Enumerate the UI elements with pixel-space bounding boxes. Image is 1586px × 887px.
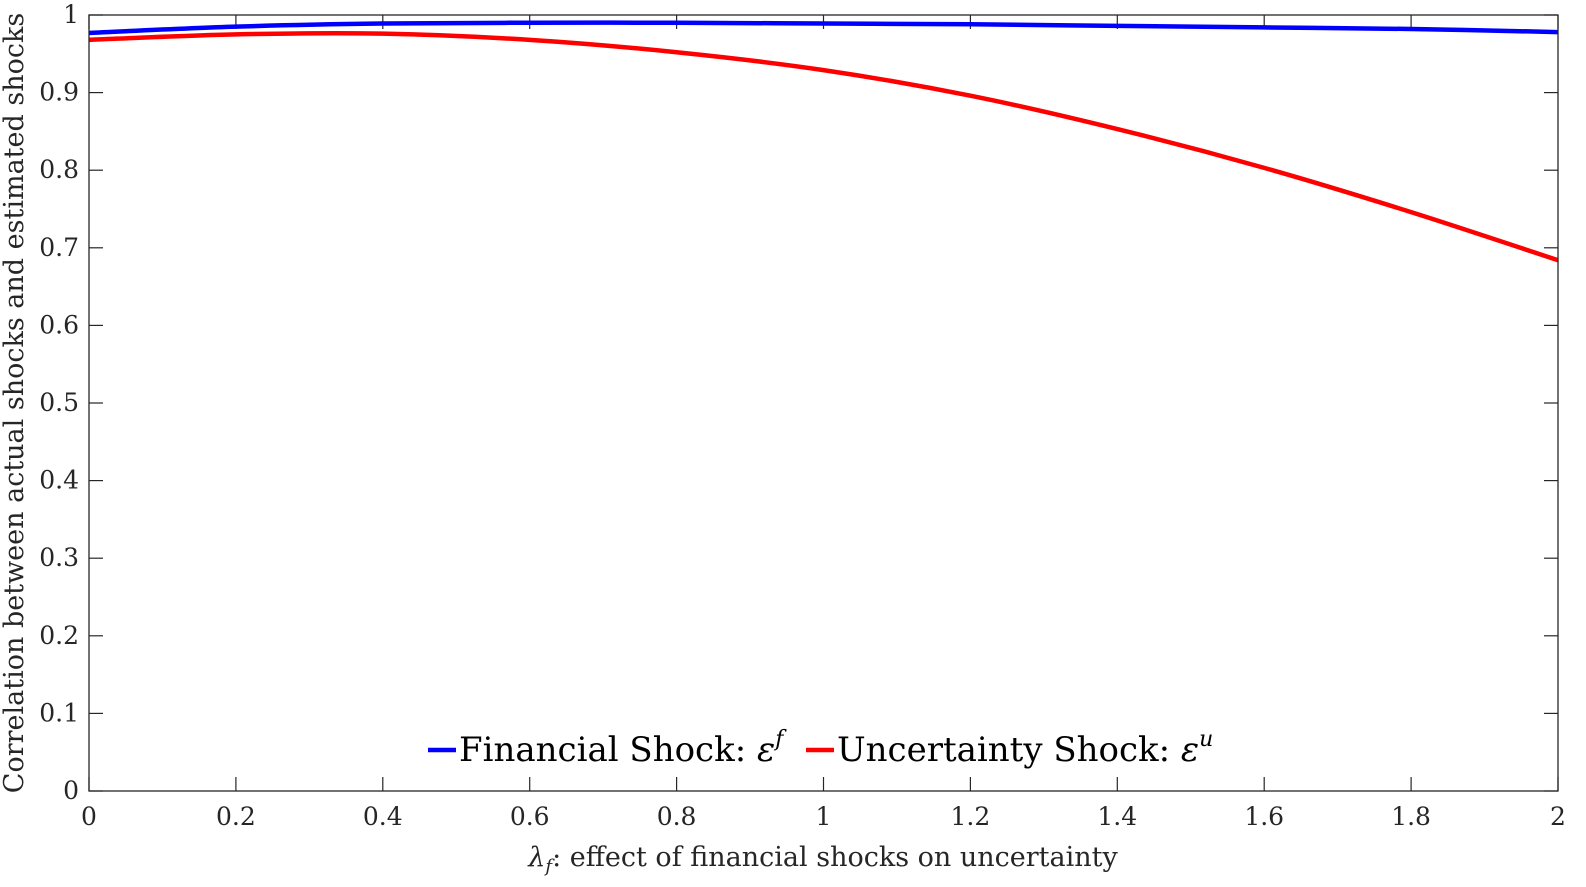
series-lines xyxy=(88,20,1559,263)
y-tick-label: 0.1 xyxy=(39,698,79,727)
legend-label-uncertainty-symbol: ε xyxy=(1181,730,1199,770)
legend: Financial Shock: εf Uncertainty Shock: ε… xyxy=(428,727,1213,770)
series-line-financial-shock xyxy=(88,20,1559,36)
y-tick-label: 1 xyxy=(63,0,79,29)
x-tick-label: 2 xyxy=(1550,802,1566,831)
x-tick-label: 0.6 xyxy=(510,802,550,831)
x-tick-label: 0 xyxy=(81,802,97,831)
y-tick-label: 0.2 xyxy=(39,621,79,650)
y-tick-label: 0.8 xyxy=(39,155,79,184)
legend-label-financial: Financial Shock: εf xyxy=(459,727,787,770)
plot-frame xyxy=(88,14,1559,792)
series-line-uncertainty-shock xyxy=(88,30,1559,263)
x-tick-label: 1.4 xyxy=(1097,802,1137,831)
x-axis-ticks: 0 0.2 0.4 0.6 0.8 1 1.2 1.4 1.6 1.8 2 xyxy=(81,15,1566,831)
y-axis-label: Correlation between actual shocks and es… xyxy=(0,13,30,793)
legend-label-financial-name: Financial Shock: xyxy=(459,730,757,770)
y-tick-label: 0.5 xyxy=(39,388,79,417)
x-tick-label: 0.8 xyxy=(657,802,697,831)
y-tick-label: 0 xyxy=(63,776,79,805)
y-tick-label: 0.3 xyxy=(39,543,79,572)
x-tick-label: 0.4 xyxy=(363,802,403,831)
x-axis-label-text: : effect of financial shocks on uncertai… xyxy=(552,842,1118,873)
y-tick-label: 0.9 xyxy=(39,78,79,107)
x-axis-label-symbol: λ xyxy=(527,842,545,873)
plot-background xyxy=(89,15,1558,791)
y-tick-label: 0.4 xyxy=(39,466,79,495)
x-tick-label: 1.2 xyxy=(951,802,991,831)
y-tick-label: 0.6 xyxy=(39,310,79,339)
x-tick-label: 1 xyxy=(816,802,832,831)
legend-label-uncertainty: Uncertainty Shock: εu xyxy=(837,727,1213,770)
y-axis-ticks: 0 0.1 0.2 0.3 0.4 0.5 0.6 0.7 0.8 0.9 1 xyxy=(39,0,1558,805)
legend-label-financial-symbol: ε xyxy=(757,730,775,770)
x-tick-label: 1.6 xyxy=(1244,802,1284,831)
y-tick-label: 0.7 xyxy=(39,233,79,262)
legend-label-uncertainty-sup: u xyxy=(1199,727,1213,752)
x-tick-label: 0.2 xyxy=(216,802,256,831)
legend-label-uncertainty-name: Uncertainty Shock: xyxy=(837,730,1181,770)
x-axis-label: λf: effect of financial shocks on uncert… xyxy=(527,842,1118,877)
x-tick-label: 1.8 xyxy=(1391,802,1431,831)
